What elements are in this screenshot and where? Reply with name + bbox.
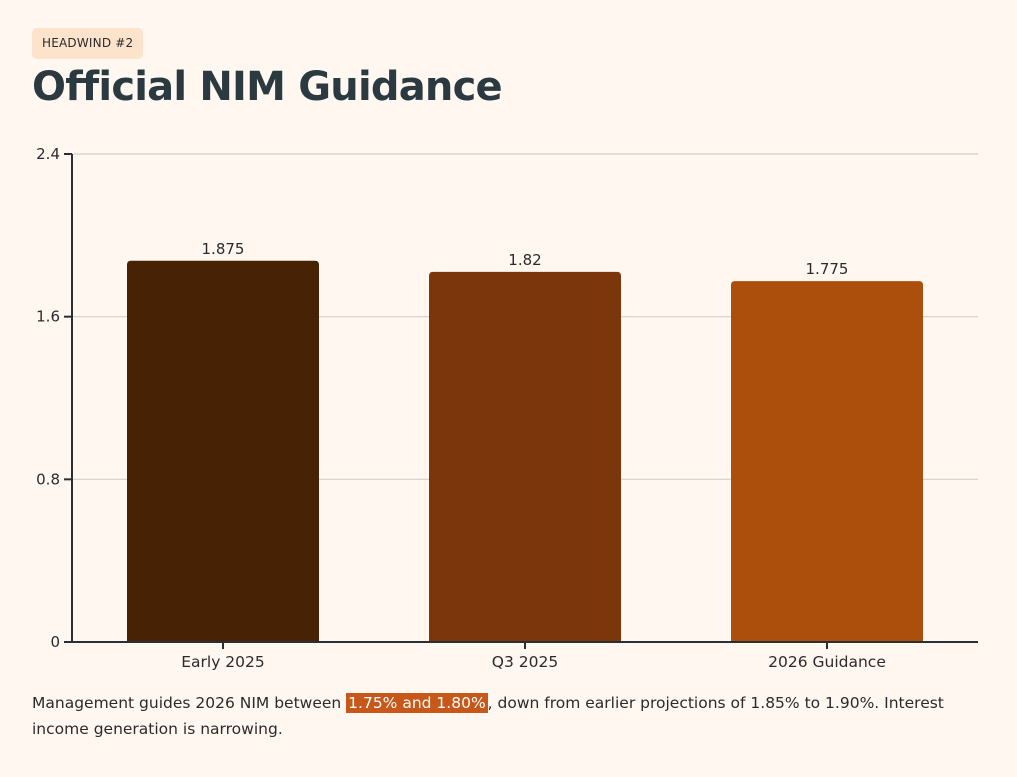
- caption-text-before: Management guides 2026 NIM between: [32, 694, 347, 712]
- axes: [64, 153, 978, 649]
- bar-2: [429, 271, 621, 642]
- page-title: Official NIM Guidance: [32, 64, 503, 110]
- x-tick-label: Q3 2025: [492, 653, 558, 671]
- y-tick-label: 2.4: [36, 145, 60, 163]
- bar-3: [731, 281, 923, 642]
- headwind-badge: HEADWIND #2: [32, 28, 144, 59]
- y-tick-label: 0.8: [36, 470, 60, 488]
- caption: Management guides 2026 NIM between 1.75%…: [32, 690, 972, 742]
- bar-value-label: 1.875: [202, 240, 245, 258]
- caption-highlight: 1.75% and 1.80%: [346, 693, 488, 713]
- bars: [127, 260, 923, 642]
- labels: 0 0.8 1.6 2.4 1.875 Early 2025 1.82 Q3 2025 1.77…: [36, 145, 886, 671]
- bar-value-label: 1.775: [806, 260, 849, 278]
- caption-text-after: , down from earlier projections of 1.85%…: [32, 694, 944, 738]
- x-tick-label: Early 2025: [181, 653, 265, 671]
- bar-value-label: 1.82: [508, 251, 541, 269]
- y-tick-label: 0: [50, 633, 60, 651]
- x-tick-label: 2026 Guidance: [768, 653, 886, 671]
- bar-chart: 0 0.8 1.6 2.4 1.875 Early 2025 1.82 Q3 2025 1.77…: [36, 145, 978, 671]
- bar-1: [127, 260, 319, 642]
- y-tick-label: 1.6: [36, 308, 60, 326]
